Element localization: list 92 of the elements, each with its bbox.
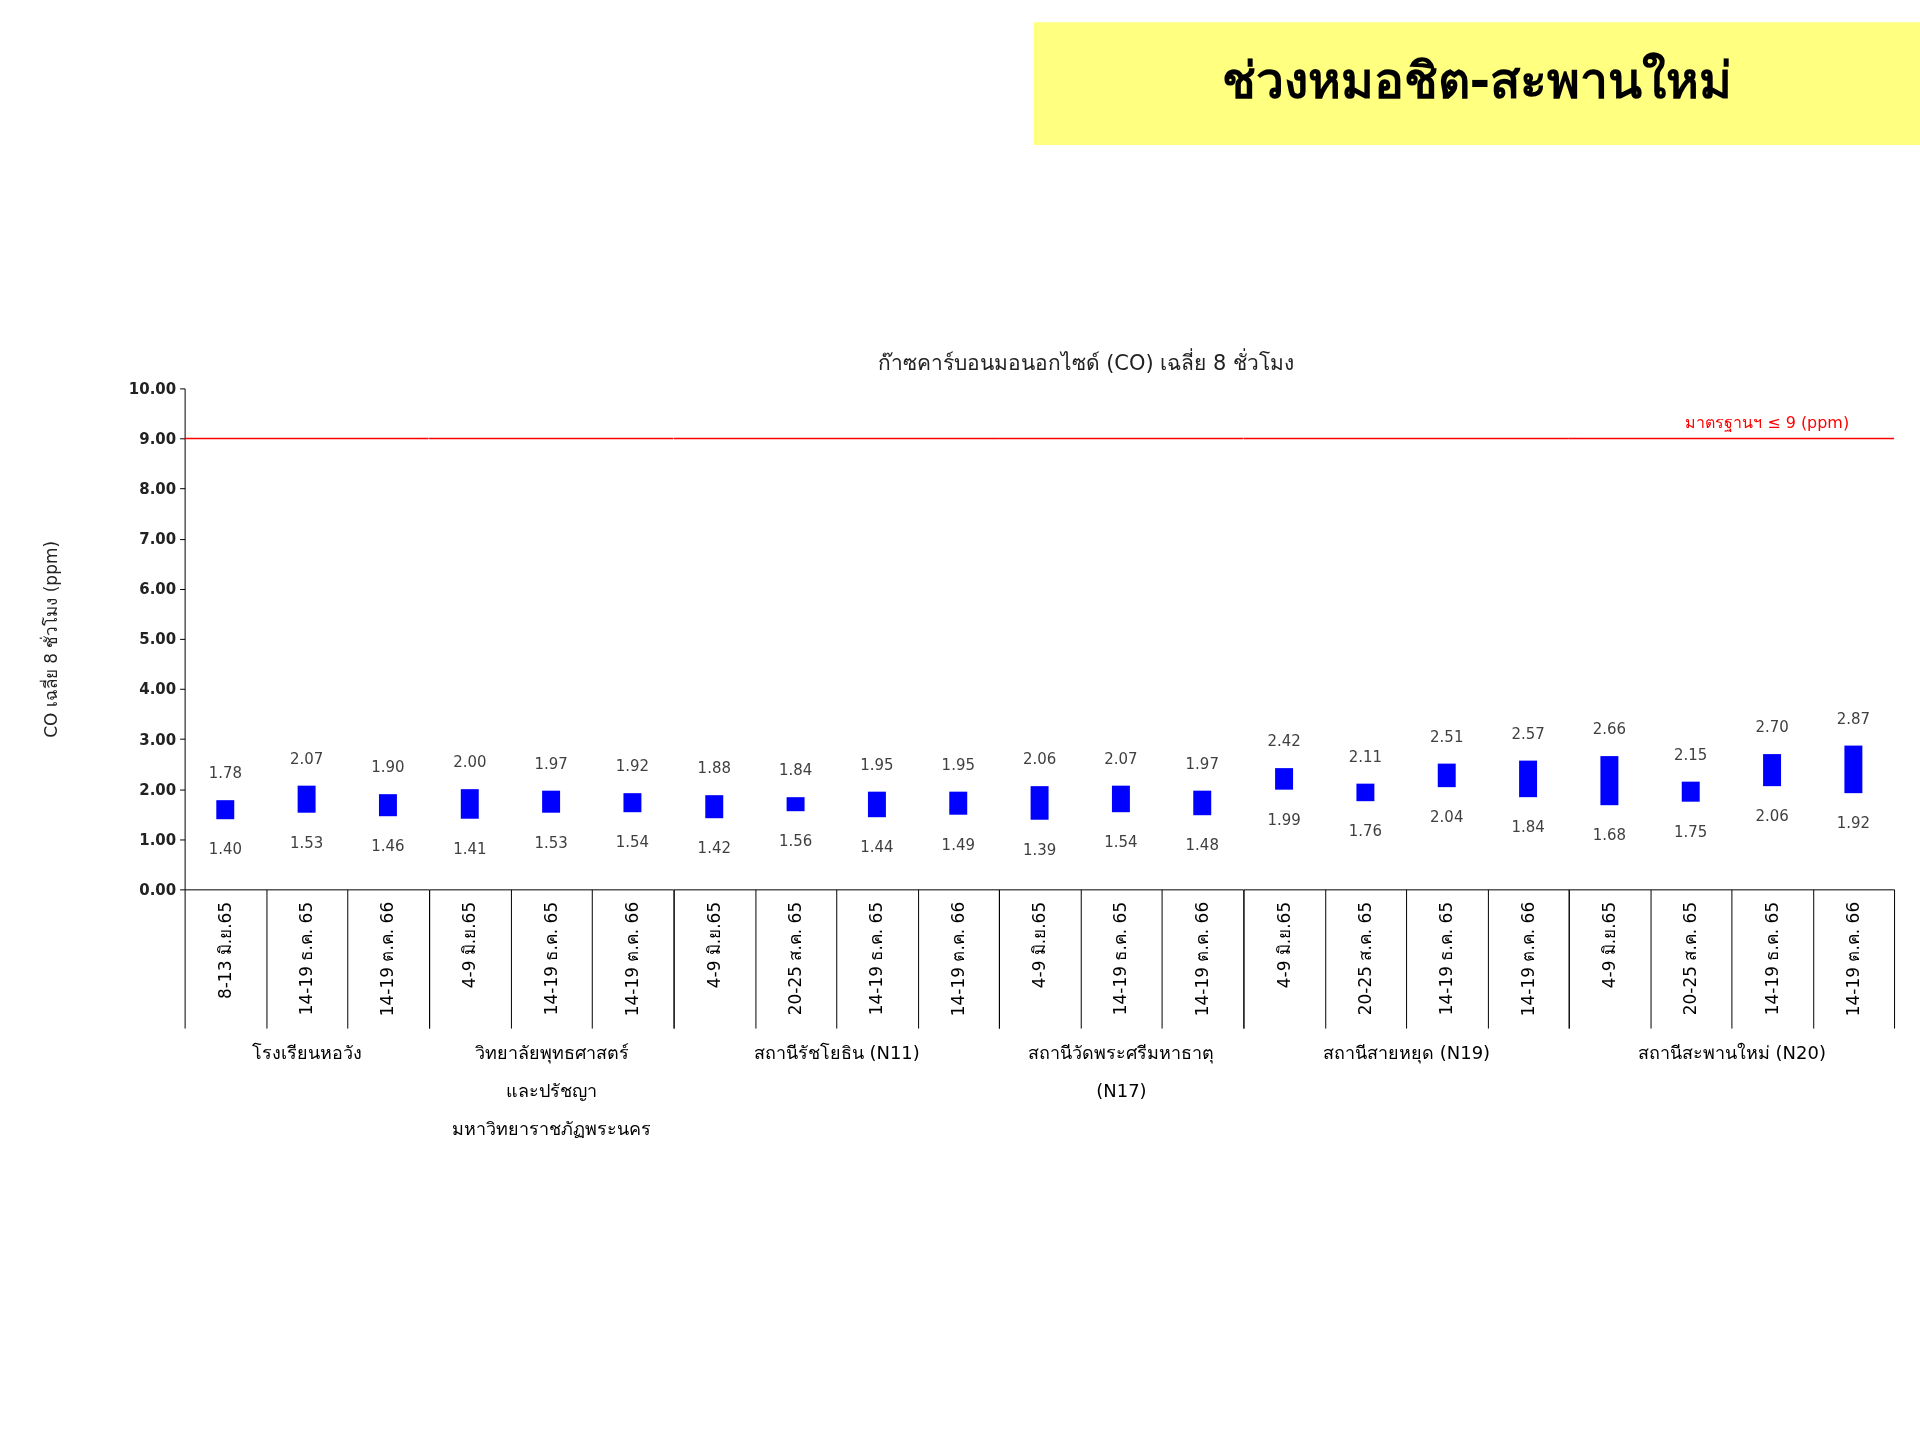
data-label: 2.07 xyxy=(289,749,324,768)
annotation: 1.44 xyxy=(860,838,894,857)
data-label: 1.88 xyxy=(697,759,731,778)
x-axis-title: วิทยาลัยพุทธศาสตร์ และปรัชญา มหาวิทยาราชภัฏพระนคร xyxy=(452,1042,652,1139)
x-tick-label: 20-25 ส.ค. 65 xyxy=(1680,901,1701,1016)
data-label: 2.11 xyxy=(1348,747,1383,766)
bar xyxy=(1844,745,1863,794)
data-label: 1.84 xyxy=(778,761,813,780)
x-tick-label: 14-19 ต.ค. 66 xyxy=(377,901,398,1017)
x-tick-label: 14-19 ธ.ค. 65 xyxy=(1436,901,1457,1016)
x-tick-label: 14-19 ธ.ค. 65 xyxy=(296,901,317,1016)
annotation: 1.56 xyxy=(778,832,813,851)
annotation: 2.06 xyxy=(1755,807,1789,826)
annotation: 1.48 xyxy=(1185,836,1219,855)
annotation: 1.84 xyxy=(1511,818,1545,837)
x-tick-label: 4-9 มิ.ย.65 xyxy=(1029,901,1050,989)
annotation: 1.53 xyxy=(534,833,568,852)
x-axis-title: สถานีสะพานใหม่ (N20) xyxy=(1637,1042,1826,1063)
x-tick-label: 14-19 ต.ค. 66 xyxy=(947,901,968,1017)
x-tick-label: 14-19 ธ.ค. 65 xyxy=(1110,901,1131,1016)
y-tick-label: 6.00 xyxy=(139,580,177,599)
annotation: 1.53 xyxy=(289,833,324,852)
annotation: 1.49 xyxy=(941,835,975,854)
annotation: 1.54 xyxy=(1104,833,1138,852)
x-tick-label: 4-9 มิ.ย.65 xyxy=(703,901,724,989)
data-label: 1.90 xyxy=(371,758,405,777)
x-tick-label: 14-19 ต.ค. 66 xyxy=(621,901,642,1017)
x-tick-label: 4-9 มิ.ย.65 xyxy=(1598,901,1619,989)
annotation: 1.46 xyxy=(371,837,405,856)
data-label: 2.51 xyxy=(1430,727,1464,746)
annotation: 1.76 xyxy=(1348,822,1383,841)
y-tick-label: 4.00 xyxy=(139,680,177,699)
x-tick-label: 4-9 มิ.ย.65 xyxy=(1273,901,1294,989)
y-tick-label: 2.00 xyxy=(139,780,177,799)
bar xyxy=(1681,781,1700,802)
annotation: 1.99 xyxy=(1267,810,1301,829)
ref-line-label: มาตรฐานฯ ≤ 9 (ppm) xyxy=(1685,412,1850,432)
x-tick-label: 20-25 ส.ค. 65 xyxy=(1354,901,1375,1016)
annotation: 1.41 xyxy=(453,839,487,858)
bar xyxy=(1763,754,1782,787)
data-label: 2.06 xyxy=(1022,750,1057,769)
x-tick-label: 14-19 ต.ค. 66 xyxy=(1842,901,1863,1017)
text: ช่วงหมอชิต-สะพานใหม่ xyxy=(1221,52,1733,110)
bar xyxy=(1600,756,1619,806)
data-label: 2.57 xyxy=(1511,724,1545,743)
annotation: 1.54 xyxy=(615,833,650,852)
data-label: 1.97 xyxy=(1185,754,1219,773)
x-axis-title: โรงเรียนหอวัง xyxy=(252,1042,363,1063)
data-label: 1.92 xyxy=(615,757,650,776)
data-label: 2.66 xyxy=(1592,720,1627,739)
x-axis-title: สถานีสายหยุด (N19) xyxy=(1323,1042,1491,1064)
x-tick-label: 14-19 ต.ค. 66 xyxy=(1191,901,1212,1017)
y-tick-label: 9.00 xyxy=(139,429,177,448)
text: ก๊าซคาร์บอนมอนอกไซด์ (CO) เฉลี่ย 8 ชั่วโมง xyxy=(877,348,1294,376)
data-label: 2.42 xyxy=(1267,732,1301,751)
annotation: 1.40 xyxy=(208,840,242,859)
bar xyxy=(1356,783,1375,802)
annotation: 1.42 xyxy=(697,839,731,858)
data-label: 2.00 xyxy=(453,753,487,772)
data-label: 2.87 xyxy=(1836,709,1871,728)
y-tick-label: 5.00 xyxy=(139,630,177,649)
y-axis-title: CO เฉลี่ย 8 ชั่วโมง (ppm) xyxy=(38,540,61,738)
data-label: 1.95 xyxy=(941,755,975,774)
annotation: 1.68 xyxy=(1592,826,1627,845)
data-label: 2.15 xyxy=(1674,745,1708,764)
y-tick-label: 8.00 xyxy=(139,480,177,499)
annotation: 1.75 xyxy=(1674,822,1708,841)
data-label: 1.95 xyxy=(860,755,894,774)
x-tick-label: 14-19 ธ.ค. 65 xyxy=(1761,901,1782,1016)
data-label: 1.78 xyxy=(208,764,242,783)
y-tick-label: 1.00 xyxy=(139,830,177,849)
x-tick-label: 14-19 ธ.ค. 65 xyxy=(866,901,887,1016)
data-label: 2.07 xyxy=(1104,749,1138,768)
annotation: 1.39 xyxy=(1022,840,1057,859)
annotation: 1.92 xyxy=(1836,814,1871,833)
y-tick-label: 10.00 xyxy=(128,379,177,398)
annotation: 2.04 xyxy=(1430,808,1464,827)
x-tick-label: 20-25 ส.ค. 65 xyxy=(785,901,806,1016)
data-label: 1.97 xyxy=(534,754,568,773)
x-tick-label: 14-19 ธ.ค. 65 xyxy=(540,901,561,1016)
x-tick-label: 14-19 ต.ค. 66 xyxy=(1517,901,1538,1017)
y-tick-label: 0.00 xyxy=(139,880,177,899)
bar xyxy=(1275,768,1294,790)
bar xyxy=(1519,760,1538,798)
x-axis-title: สถานีวัดพระศรีมหาธาตุ (N17) xyxy=(1028,1042,1215,1101)
x-tick-label: 4-9 มิ.ย.65 xyxy=(459,901,480,989)
data-label: 2.70 xyxy=(1755,718,1789,737)
x-axis-title: สถานีรัชโยธิน (N11) xyxy=(753,1042,920,1063)
x-tick-label: 8-13 มิ.ย.65 xyxy=(214,901,235,1000)
y-tick-label: 3.00 xyxy=(139,730,177,749)
y-tick-label: 7.00 xyxy=(139,530,177,549)
bar xyxy=(1437,763,1456,788)
